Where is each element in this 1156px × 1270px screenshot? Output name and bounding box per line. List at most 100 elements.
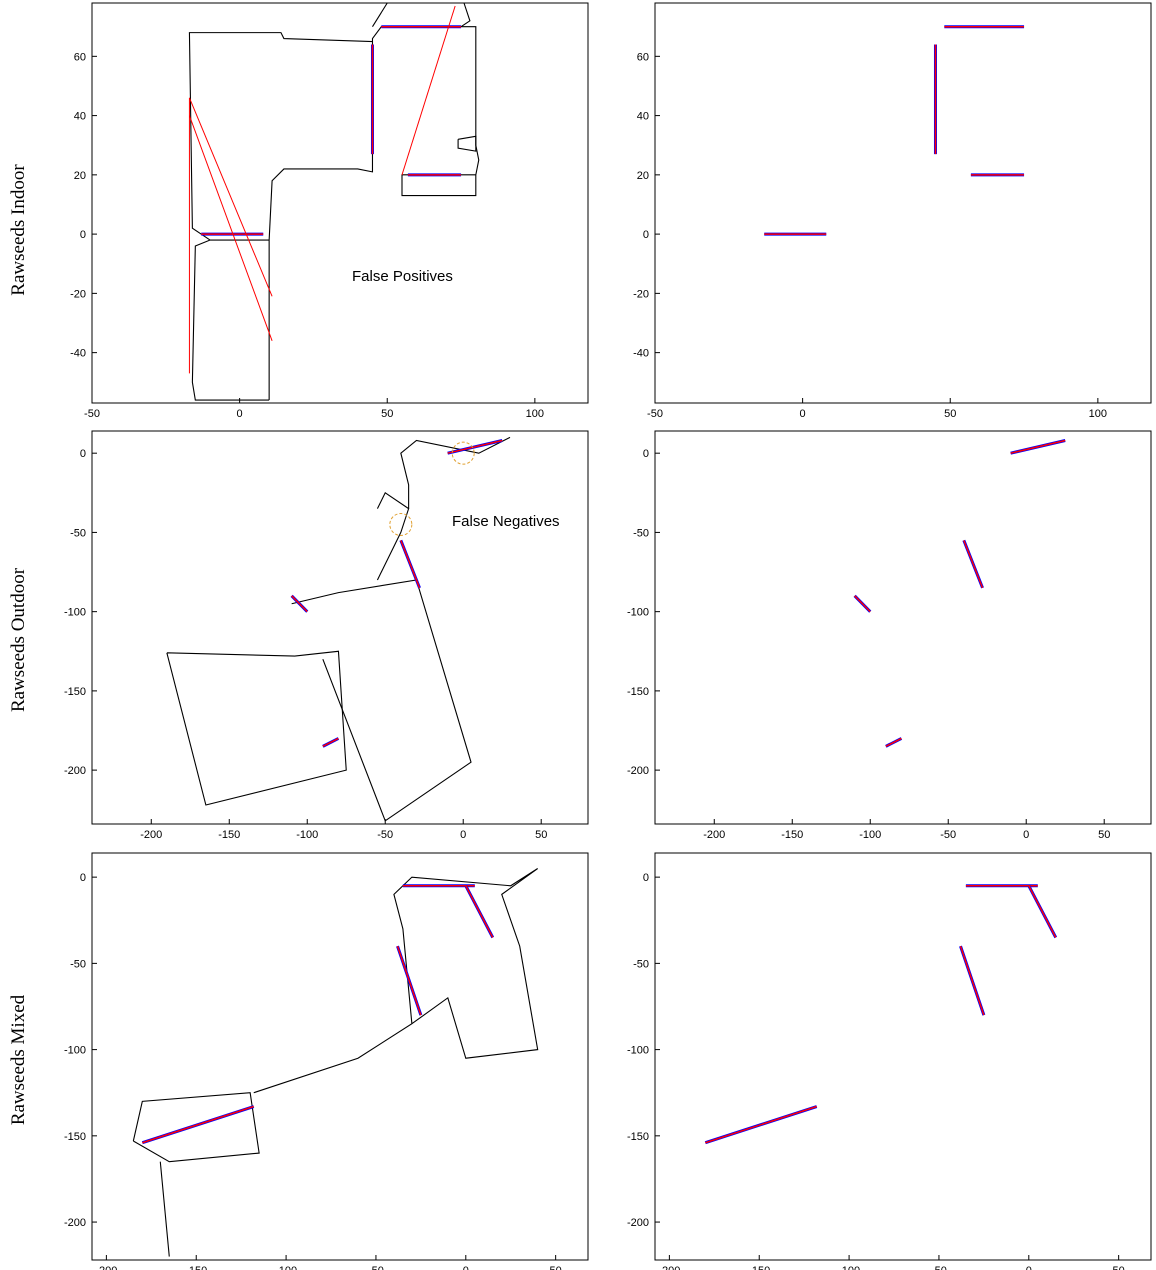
x-tick-label: -150	[781, 829, 803, 841]
row-label-outdoor: Rawseeds Outdoor	[8, 567, 29, 712]
y-tick-label: -100	[64, 607, 86, 619]
loop-closure-detected	[400, 540, 421, 589]
y-tick-label: 0	[643, 229, 649, 241]
trajectory-path	[191, 239, 270, 401]
x-tick-label: -200	[140, 829, 162, 841]
loop-closure-detected	[291, 595, 308, 613]
x-tick-label: -50	[368, 1265, 384, 1270]
panel-mixed-left: -200 -150 -100 -50 0 50 -200 -150 -100 -50 0	[64, 852, 589, 1270]
false-negative-marker	[389, 512, 413, 536]
x-tick-label: 50	[535, 829, 547, 841]
row-labels: Rawseeds Indoor Rawseeds Outdoor Rawseed…	[8, 164, 29, 1126]
y-tick-label: 40	[74, 111, 86, 123]
y-tick-label: -100	[627, 1045, 649, 1057]
y-tick-label: -40	[633, 348, 649, 360]
loop-closure-detected	[963, 540, 984, 589]
trajectory-path	[188, 32, 373, 241]
y-tick-label: -150	[64, 1131, 86, 1143]
y-tick-label: -100	[627, 607, 649, 619]
loop-closure-detected	[959, 945, 985, 1016]
y-tick-label: 20	[637, 170, 649, 182]
x-tick-label: 0	[463, 1265, 469, 1270]
trajectory-path	[376, 491, 410, 581]
y-tick-label: -40	[70, 348, 86, 360]
x-tick-label: 50	[1098, 829, 1110, 841]
y-tick-label: -200	[627, 1217, 649, 1229]
x-tick-label: 0	[1023, 829, 1029, 841]
y-tick-label: -50	[70, 527, 86, 539]
x-tick-label: -200	[658, 1265, 680, 1270]
x-tick-label: -50	[84, 408, 100, 420]
x-tick-label: -100	[296, 829, 318, 841]
y-tick-label: 0	[643, 872, 649, 884]
x-tick-label: 100	[1089, 408, 1107, 420]
x-tick-label: -200	[703, 829, 725, 841]
x-tick-label: -50	[940, 829, 956, 841]
plot-frame	[91, 2, 589, 404]
y-tick-label: 0	[80, 448, 86, 460]
x-tick-label: -50	[377, 829, 393, 841]
panel-indoor-right: -50 0 50 100 -40 -20 0 20 40 60	[633, 2, 1152, 420]
x-tick-label: 50	[550, 1265, 562, 1270]
plot-frame	[91, 430, 589, 825]
panel-outdoor-left: -200 -150 -100 -50 0 50 -200 -150 -100 -50 0	[64, 430, 589, 841]
plot-frame	[91, 852, 589, 1261]
y-tick-label: -50	[633, 958, 649, 970]
y-tick-label: 0	[80, 872, 86, 884]
trajectory-path	[400, 436, 511, 509]
x-tick-label: 50	[381, 408, 393, 420]
false-negative-marker	[451, 441, 475, 465]
plot-frame	[654, 430, 1152, 825]
x-tick-label: 0	[237, 408, 243, 420]
x-tick-label: 0	[800, 408, 806, 420]
y-tick-label: -150	[64, 686, 86, 698]
loop-closure-detected	[1028, 885, 1057, 938]
x-tick-label: -150	[185, 1265, 207, 1270]
x-tick-label: -100	[838, 1265, 860, 1270]
x-tick-label: -150	[748, 1265, 770, 1270]
loop-closure-detected	[142, 1105, 254, 1144]
loop-closure-detected	[885, 737, 902, 748]
trajectory-path	[253, 868, 539, 1094]
false-positive-link	[188, 97, 273, 297]
y-tick-label: -150	[627, 686, 649, 698]
trajectory-path	[159, 1161, 170, 1257]
loop-closure-detected	[1010, 439, 1066, 454]
false-positive-link	[188, 115, 273, 341]
loop-closure-detected	[705, 1105, 817, 1144]
trajectory-path	[372, 2, 471, 28]
loop-closure-detected	[396, 945, 422, 1016]
x-tick-label: -100	[859, 829, 881, 841]
y-tick-label: 40	[637, 111, 649, 123]
y-tick-label: -50	[633, 527, 649, 539]
y-tick-label: 0	[80, 229, 86, 241]
x-tick-label: 50	[1113, 1265, 1125, 1270]
y-tick-label: -200	[64, 1217, 86, 1229]
trajectory-path	[457, 135, 477, 152]
y-tick-label: -20	[70, 288, 86, 300]
false-negatives-label: False Negatives	[452, 513, 560, 530]
y-tick-label: 60	[74, 51, 86, 63]
x-tick-label: -100	[275, 1265, 297, 1270]
row-label-mixed: Rawseeds Mixed	[8, 994, 29, 1125]
x-tick-label: -150	[218, 829, 240, 841]
loop-closure-detected	[854, 595, 871, 613]
annotations: False Positives False Negatives	[352, 268, 560, 530]
loop-closure-detected	[322, 737, 339, 748]
loop-closure-detected	[447, 439, 503, 454]
row-label-indoor: Rawseeds Indoor	[8, 164, 29, 296]
x-tick-label: 0	[460, 829, 466, 841]
false-positive-link	[401, 5, 456, 176]
y-tick-label: 0	[643, 448, 649, 460]
trajectory-path	[291, 579, 472, 822]
y-tick-label: 60	[637, 51, 649, 63]
plot-frame	[654, 2, 1152, 404]
y-tick-label: 20	[74, 170, 86, 182]
x-tick-label: 100	[526, 408, 544, 420]
x-tick-label: -50	[647, 408, 663, 420]
panel-indoor-left: -50 0 50 100 -40 -20 0 20 40 60	[70, 2, 589, 420]
y-tick-label: -100	[64, 1045, 86, 1057]
trajectory-path	[132, 1092, 260, 1163]
x-tick-label: 50	[944, 408, 956, 420]
